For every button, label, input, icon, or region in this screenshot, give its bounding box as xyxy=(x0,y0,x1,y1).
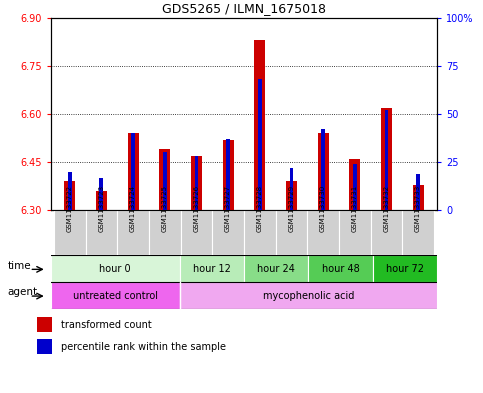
Bar xyxy=(96,191,107,210)
Bar xyxy=(51,255,180,282)
Bar xyxy=(64,182,75,210)
Bar xyxy=(254,40,265,210)
Bar xyxy=(226,139,230,210)
Text: GSM1133731: GSM1133731 xyxy=(352,185,358,232)
Text: hour 24: hour 24 xyxy=(257,264,295,274)
Bar xyxy=(349,159,360,210)
Bar xyxy=(117,210,149,255)
Bar xyxy=(163,152,167,210)
Text: GSM1133728: GSM1133728 xyxy=(257,185,263,232)
Bar xyxy=(339,210,370,255)
Bar xyxy=(244,210,276,255)
Bar xyxy=(286,182,297,210)
Bar xyxy=(85,210,117,255)
Bar xyxy=(37,339,53,354)
Bar xyxy=(412,185,424,210)
Text: GSM1133724: GSM1133724 xyxy=(130,185,136,232)
Bar xyxy=(402,210,434,255)
Bar xyxy=(68,172,71,210)
Bar xyxy=(373,255,437,282)
Text: GSM1133729: GSM1133729 xyxy=(288,185,295,232)
Text: hour 12: hour 12 xyxy=(193,264,231,274)
Text: GSM1133722: GSM1133722 xyxy=(67,185,73,232)
Bar xyxy=(149,210,181,255)
Bar xyxy=(131,133,135,210)
Bar xyxy=(191,156,202,210)
Bar xyxy=(244,255,308,282)
Bar xyxy=(307,210,339,255)
Bar xyxy=(54,210,85,255)
Text: hour 72: hour 72 xyxy=(386,264,424,274)
Bar xyxy=(223,140,234,210)
Bar xyxy=(99,178,103,210)
Text: hour 0: hour 0 xyxy=(99,264,131,274)
Text: untreated control: untreated control xyxy=(72,290,157,301)
Bar xyxy=(321,129,325,210)
Bar xyxy=(258,79,262,210)
Bar xyxy=(353,164,356,210)
Text: GSM1133727: GSM1133727 xyxy=(225,185,231,232)
Text: GSM1133730: GSM1133730 xyxy=(320,185,326,232)
Text: GSM1133732: GSM1133732 xyxy=(384,185,389,232)
Text: time: time xyxy=(8,261,31,271)
Bar xyxy=(180,255,244,282)
Bar xyxy=(370,210,402,255)
Bar xyxy=(181,210,212,255)
Text: mycophenolic acid: mycophenolic acid xyxy=(263,290,354,301)
Bar xyxy=(308,255,373,282)
Bar xyxy=(37,317,53,332)
Bar xyxy=(51,282,180,309)
Bar xyxy=(289,168,293,210)
Bar xyxy=(384,110,388,210)
Bar xyxy=(276,210,307,255)
Title: GDS5265 / ILMN_1675018: GDS5265 / ILMN_1675018 xyxy=(162,2,326,15)
Bar xyxy=(128,133,139,210)
Bar xyxy=(180,282,437,309)
Text: hour 48: hour 48 xyxy=(322,264,359,274)
Text: GSM1133726: GSM1133726 xyxy=(193,185,199,232)
Text: GSM1133725: GSM1133725 xyxy=(162,185,168,232)
Text: transformed count: transformed count xyxy=(61,320,152,329)
Text: GSM1133733: GSM1133733 xyxy=(415,185,421,232)
Bar xyxy=(381,108,392,210)
Bar xyxy=(317,133,328,210)
Text: agent: agent xyxy=(8,287,38,298)
Text: GSM1133723: GSM1133723 xyxy=(99,185,104,232)
Bar xyxy=(159,149,170,210)
Bar xyxy=(195,156,199,210)
Text: percentile rank within the sample: percentile rank within the sample xyxy=(61,342,226,352)
Bar xyxy=(212,210,244,255)
Bar xyxy=(416,174,420,210)
